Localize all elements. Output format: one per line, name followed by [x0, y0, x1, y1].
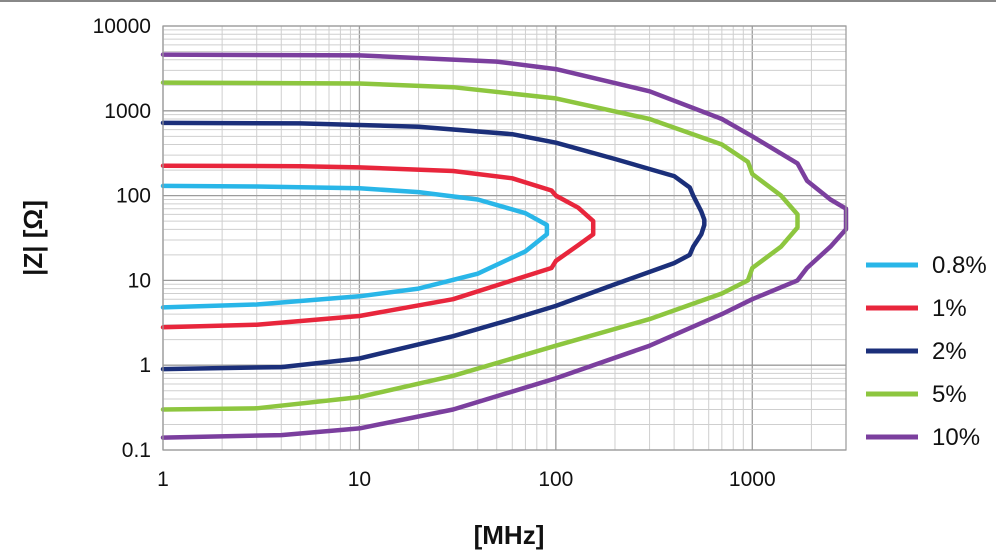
legend-label: 10%	[932, 424, 980, 451]
y-tick-label: 100	[116, 185, 151, 208]
x-axis-title: [MHz]	[474, 520, 545, 550]
legend-label: 1%	[932, 295, 967, 322]
series-line-3	[160, 120, 707, 372]
plot-background	[163, 26, 846, 450]
y-tick-label: 1	[139, 354, 151, 377]
y-tick-labels: 0.1 1 10 100 1000 10000	[93, 15, 151, 462]
plot-frame	[162, 25, 847, 451]
legend-label: 5%	[932, 381, 967, 408]
y-tick-label: 10	[128, 269, 151, 292]
legend: 0.8% 1% 2% 5% 10%	[866, 252, 987, 451]
x-tick-label: 100	[538, 468, 573, 491]
y-axis-title: |Z| [Ω]	[18, 200, 48, 276]
series-lines	[160, 52, 849, 440]
legend-label: 0.8%	[932, 252, 987, 279]
x-tick-label: 10	[348, 468, 371, 491]
series-line-1	[160, 183, 550, 310]
series-line-2	[160, 163, 596, 330]
x-tick-label: 1	[157, 468, 169, 491]
series-line-4	[160, 80, 800, 412]
y-tick-label: 0.1	[122, 439, 151, 462]
legend-label: 2%	[932, 338, 967, 365]
x-tick-labels: 1 10 100 1000	[157, 468, 775, 491]
x-tick-label: 1000	[729, 468, 776, 491]
y-tick-label: 1000	[104, 100, 151, 123]
y-tick-label: 10000	[93, 15, 151, 38]
